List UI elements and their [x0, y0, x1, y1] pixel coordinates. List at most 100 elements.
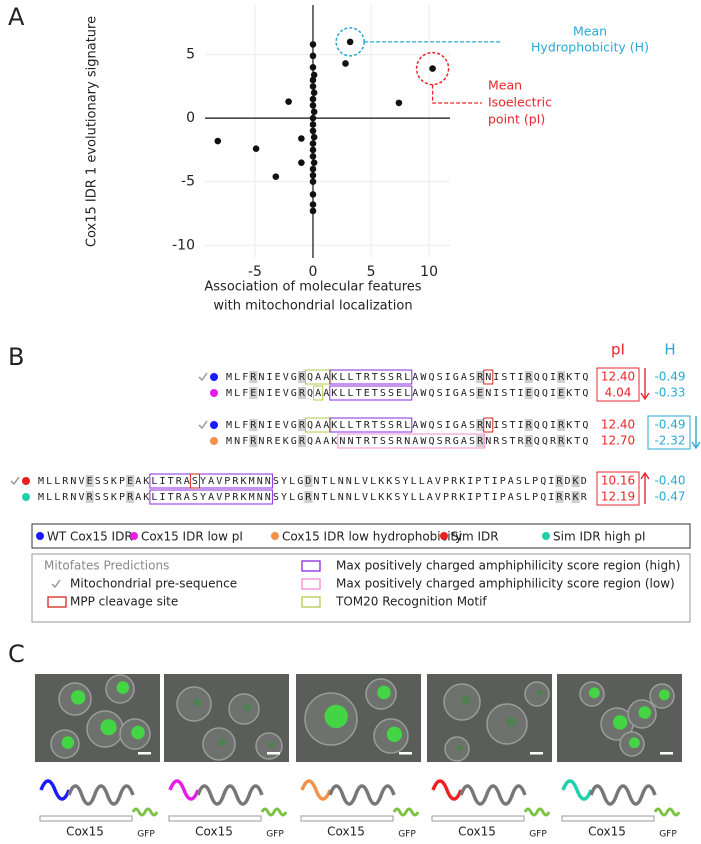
data-point [272, 173, 280, 180]
pi-value: 12.70 [601, 434, 635, 448]
gfp-signal [71, 690, 86, 705]
data-point [285, 98, 292, 105]
data-point [298, 159, 305, 166]
mitofates-swatch [301, 560, 321, 572]
pi-value: 12.40 [601, 418, 635, 432]
residue-highlight [85, 491, 94, 503]
residue-highlight [297, 435, 306, 447]
data-point [310, 89, 318, 97]
pi-value: 10.16 [601, 474, 635, 488]
protein-segment [196, 784, 264, 806]
highlight-box [596, 471, 640, 506]
data-point [309, 102, 317, 109]
protein-segment [328, 784, 396, 806]
panel-label: A [8, 3, 25, 31]
data-point [309, 63, 317, 71]
gfp-segment [260, 807, 288, 817]
gfp-signal [456, 744, 463, 751]
residue-highlight [555, 475, 564, 487]
gfp-signal [268, 741, 275, 748]
residue-highlight [557, 387, 566, 399]
legend-label: Cox15 IDR low pI [141, 530, 243, 544]
legend-label: Sim IDR high pI [553, 530, 646, 544]
panel-label: C [8, 640, 25, 668]
data-point [429, 65, 436, 72]
protein-bar [431, 815, 525, 822]
gfp-segment [653, 807, 681, 817]
mitofates-swatch [301, 578, 321, 590]
sequence: MLFRNIEVGRQAAKLLTRTSSRLAWQSIGASRNISTIRQQ… [226, 420, 588, 431]
gfp-signal [218, 738, 227, 747]
annotation: Mean [573, 24, 607, 39]
check-icon [10, 476, 20, 486]
residue-highlight [524, 387, 533, 399]
data-point [252, 145, 260, 152]
variant-dot [22, 493, 30, 501]
residue-highlight [571, 475, 580, 487]
scale-bar [399, 752, 412, 755]
data-point [310, 71, 318, 79]
region-box [149, 489, 273, 505]
sequence: MLFENIEVGRQAAKLLTETSSELAWQSIGASENISTIEQQ… [226, 388, 588, 399]
sequence: MNFRNREKGRQAAKNNTRTSSRNAWQSRGASRNRSTRRQQ… [226, 436, 588, 447]
data-point [346, 38, 354, 46]
gfp-signal [629, 737, 640, 749]
gfp-signal [536, 689, 543, 696]
y-tick-label: 0 [186, 110, 195, 126]
h-value: -0.47 [654, 490, 685, 504]
scale-bar [267, 752, 280, 755]
column-header: H [664, 341, 675, 359]
region-box [337, 433, 486, 449]
region-box [329, 417, 413, 433]
variant-dot [22, 477, 30, 485]
h-value: -0.49 [654, 418, 685, 432]
variant-dot [210, 389, 218, 397]
sequence: MLFRNIEVGRQAAKLLTRTSSRLAWQSIGASRNISTIRQQ… [226, 372, 588, 383]
data-point [309, 41, 317, 48]
data-point [310, 159, 318, 166]
residue-highlight [249, 387, 258, 399]
gfp-signal [193, 698, 202, 707]
gfp-signal [116, 681, 130, 694]
residue-highlight [476, 419, 485, 431]
annotation: Isoelectric [488, 95, 552, 110]
residue-highlight [85, 475, 94, 487]
sequence: MLLRNVRSSKPRAKLITRASYAVPRKMNNSYLGRNTLNNL… [38, 492, 588, 503]
protein-label: Cox15 [195, 825, 233, 839]
variant-dot [210, 421, 218, 429]
protein-label: Cox15 [327, 825, 365, 839]
data-point [309, 178, 317, 186]
annotation: Hydrophobicity (H) [531, 40, 649, 55]
data-point [309, 140, 317, 147]
data-point [309, 191, 317, 198]
gfp-segment [392, 807, 420, 817]
data-point [310, 108, 318, 116]
check-icon [51, 579, 61, 589]
protein-label: Cox15 [66, 825, 104, 839]
residue-highlight [126, 475, 135, 487]
residue-highlight [557, 435, 566, 447]
data-point [309, 172, 317, 179]
residue-highlight [571, 491, 580, 503]
region-box [329, 369, 413, 385]
residue-highlight [524, 419, 533, 431]
data-point [309, 83, 317, 90]
x-axis-label: Association of molecular features [204, 280, 421, 295]
idr-segment [561, 779, 593, 801]
residue-highlight [524, 435, 533, 447]
gfp-signal [589, 687, 600, 699]
residue-highlight [476, 387, 485, 399]
data-point [309, 114, 317, 122]
region-box [305, 369, 332, 385]
gfp-segment [523, 807, 551, 817]
data-point [309, 152, 317, 160]
h-value: -0.33 [654, 386, 685, 400]
h-value: -0.49 [654, 370, 685, 384]
mitofates-title: Mitofates Predictions [44, 559, 169, 573]
gfp-signal [461, 695, 471, 705]
data-point [395, 99, 403, 107]
residue-highlight [297, 419, 306, 431]
region-box [189, 473, 200, 489]
